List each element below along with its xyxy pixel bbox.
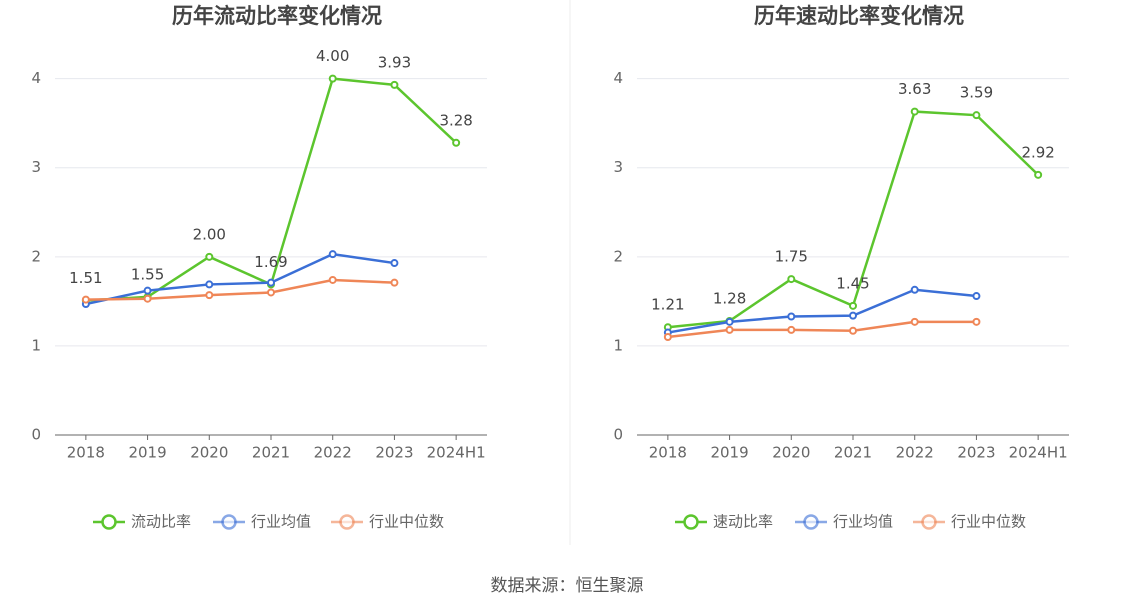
y-tick-label: 2 [31, 247, 41, 265]
point [787, 275, 796, 284]
point [143, 286, 152, 295]
point [725, 325, 734, 334]
point [910, 317, 919, 326]
point [1034, 170, 1043, 179]
point [328, 275, 337, 284]
y-tick-label: 2 [613, 247, 623, 265]
point [267, 278, 275, 287]
y-tick-label: 1 [613, 336, 623, 354]
chart-title: 历年流动比率变化情况 [172, 4, 382, 28]
point [972, 292, 981, 301]
point [390, 80, 399, 89]
point [972, 317, 981, 326]
legend-label: 行业均值 [251, 513, 311, 531]
point [787, 312, 796, 321]
x-tick-label: 2024H1 [1009, 444, 1068, 462]
value-label: 1.21 [651, 296, 684, 314]
legend-label: 行业中位数 [369, 513, 444, 531]
y-tick-label: 4 [613, 69, 623, 87]
legend-marker [683, 514, 699, 530]
value-label: 3.63 [898, 80, 931, 98]
y-tick-label: 0 [31, 426, 41, 444]
series-line [667, 288, 977, 334]
y-tick-label: 4 [31, 69, 41, 87]
point [849, 311, 857, 320]
x-tick-label: 2021 [834, 444, 872, 462]
value-label: 4.00 [316, 47, 349, 65]
legend-marker [221, 514, 237, 530]
x-tick-label: 2019 [710, 444, 748, 462]
x-tick-label: 2024H1 [427, 444, 486, 462]
point [143, 294, 152, 303]
legend-marker [921, 514, 937, 530]
value-label: 1.75 [775, 248, 808, 266]
chart: 历年速动比率变化情况 0 1 2 3 4 2018 2019 2020 2021 2022 2023 2… [613, 4, 1069, 531]
value-label: 2.00 [193, 225, 226, 243]
series-line [667, 320, 977, 339]
value-label: 1.45 [836, 274, 869, 292]
legend-label: 流动比率 [131, 513, 191, 531]
legend-label: 速动比率 [713, 513, 773, 531]
point [910, 107, 919, 116]
x-tick-label: 2022 [314, 444, 352, 462]
point [81, 295, 90, 304]
point [205, 280, 214, 289]
value-label: 1.69 [254, 253, 287, 271]
point [849, 326, 857, 335]
x-tick-label: 2018 [649, 444, 687, 462]
x-tick-label: 2019 [128, 444, 166, 462]
value-label: 1.51 [69, 269, 102, 287]
point [725, 317, 734, 326]
x-tick-label: 2018 [67, 444, 105, 462]
point [328, 250, 337, 259]
value-label: 3.59 [960, 84, 993, 102]
legend-marker [803, 514, 819, 530]
chart: 历年流动比率变化情况 0 1 2 3 4 2018 2019 2020 2021 2022 2023 2… [31, 4, 487, 531]
series-line [85, 252, 395, 306]
point [205, 291, 214, 300]
point [849, 301, 857, 310]
point [910, 285, 919, 294]
x-tick-label: 2020 [772, 444, 810, 462]
x-tick-label: 2023 [957, 444, 995, 462]
chart-title: 历年速动比率变化情况 [754, 4, 964, 28]
x-tick-label: 2023 [375, 444, 413, 462]
y-tick-label: 1 [31, 336, 41, 354]
legend-marker [101, 514, 117, 530]
source-note: 数据来源：恒生聚源 [491, 576, 644, 596]
value-label: 3.93 [378, 53, 411, 71]
point [663, 333, 672, 341]
y-tick-label: 3 [31, 158, 41, 176]
value-label: 2.92 [1021, 143, 1054, 161]
value-label: 1.28 [713, 289, 746, 307]
x-tick-label: 2020 [190, 444, 228, 462]
point [972, 111, 981, 120]
point [390, 278, 399, 287]
point [328, 74, 337, 83]
point [390, 259, 399, 268]
y-tick-label: 3 [613, 158, 623, 176]
legend-label: 行业中位数 [951, 513, 1026, 531]
y-tick-label: 0 [613, 426, 623, 444]
x-tick-label: 2022 [896, 444, 934, 462]
legend-marker [339, 514, 355, 530]
series-line [85, 278, 395, 301]
point [787, 325, 796, 334]
value-label: 1.55 [131, 265, 164, 283]
x-tick-label: 2021 [252, 444, 290, 462]
value-label: 3.28 [439, 111, 472, 129]
point [452, 138, 461, 147]
legend-label: 行业均值 [833, 513, 893, 531]
point [205, 252, 214, 261]
point [267, 288, 275, 297]
